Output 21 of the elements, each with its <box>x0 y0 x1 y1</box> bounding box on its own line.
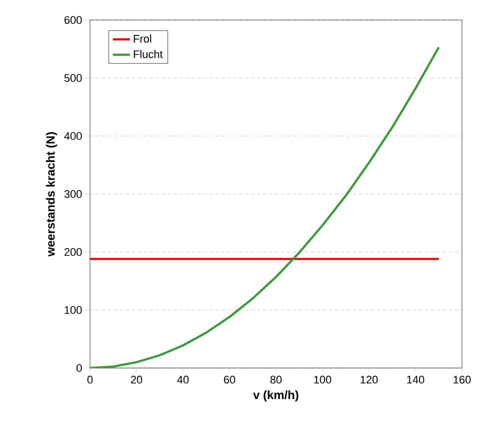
x-tick-label: 40 <box>177 376 189 384</box>
y-tick-label: 300 <box>64 190 82 198</box>
y-tick-label: 500 <box>64 74 82 82</box>
x-tick-label: 140 <box>407 376 424 384</box>
x-tick-label: 120 <box>360 376 378 384</box>
y-tick-label: 100 <box>64 306 82 314</box>
y-tick-label: 0 <box>76 364 82 372</box>
x-tick-label: 60 <box>224 376 236 384</box>
legend-label: Frol <box>134 34 152 43</box>
y-tick-label: 400 <box>64 132 82 140</box>
y-axis-title: weerstands kracht (N) <box>46 132 58 256</box>
legend-label: Flucht <box>134 50 163 58</box>
line-series <box>90 46 440 368</box>
y-tick-label: 200 <box>64 248 82 256</box>
x-tick-label: 0 <box>87 376 93 384</box>
x-tick-label: 80 <box>270 376 282 384</box>
x-tick-label: 100 <box>314 376 332 384</box>
y-tick-label: 600 <box>64 16 82 24</box>
x-tick-label: 20 <box>130 376 142 384</box>
x-axis-title: v (km/h) <box>253 390 298 402</box>
x-tick-label: 160 <box>454 376 471 384</box>
